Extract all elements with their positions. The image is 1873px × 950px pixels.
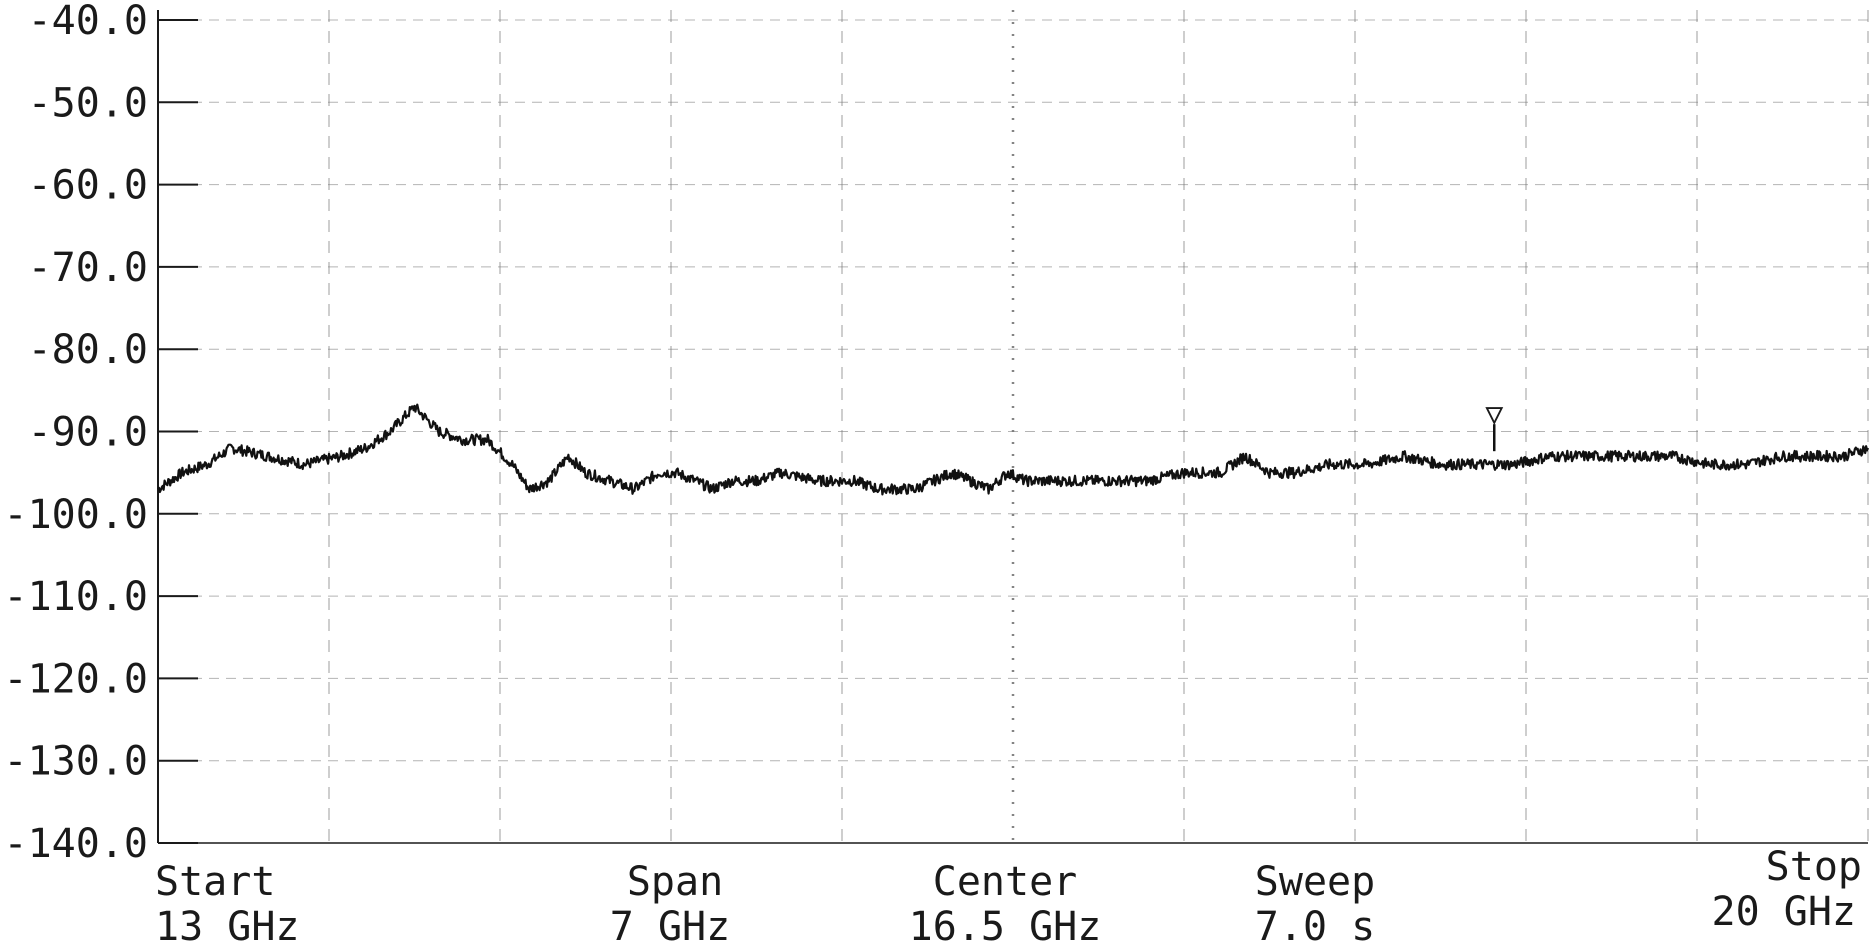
trace-group: [157, 403, 1870, 496]
center-label: Center: [933, 859, 1078, 905]
y-tick-label: -50.0: [28, 80, 148, 126]
y-tick-label: -140.0: [4, 821, 149, 867]
start-value: 13 GHz: [155, 904, 300, 950]
stop-label: Stop: [1766, 844, 1862, 890]
center-value: 16.5 GHz: [909, 904, 1102, 950]
footer-settings: Start 13 GHz Span 7 GHz Center 16.5 GHz …: [155, 844, 1862, 950]
start-label: Start: [155, 859, 275, 905]
y-tick-label: -60.0: [28, 163, 148, 209]
y-tick-label: -130.0: [4, 739, 149, 785]
y-tick-label: -80.0: [28, 327, 148, 373]
y-tick-label: -40.0: [28, 0, 148, 44]
grid: [157, 10, 1869, 844]
span-label: Span: [627, 859, 723, 905]
y-tick-label: -110.0: [4, 574, 149, 620]
stop-value: 20 GHz: [1712, 889, 1857, 935]
marker-triangle: ▽: [1485, 397, 1503, 432]
marker-group: ▽: [1485, 397, 1503, 452]
y-tick-label: -100.0: [4, 492, 149, 538]
sweep-value: 7.0 s: [1255, 904, 1375, 950]
span-value: 7 GHz: [610, 904, 730, 950]
sweep-label: Sweep: [1255, 859, 1375, 905]
y-tick-label: -90.0: [28, 410, 148, 456]
y-tick-label: -120.0: [4, 656, 149, 702]
y-axis: -40.0 -50.0 -60.0 -70.0 -80.0 -90.0 -100.0 -110…: [4, 0, 149, 867]
trace-line: [157, 403, 1870, 496]
y-tick-label: -70.0: [28, 245, 148, 291]
